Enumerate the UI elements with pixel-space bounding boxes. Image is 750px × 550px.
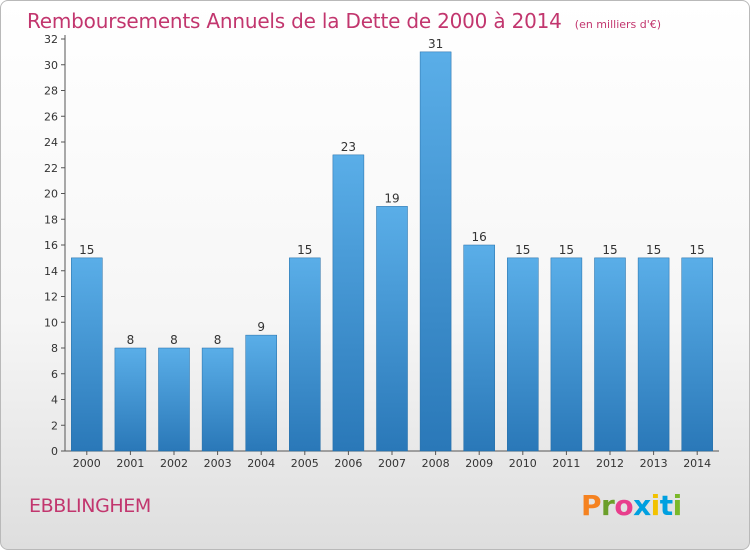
bar-value-label: 15 (602, 243, 617, 257)
x-tick-label: 2008 (422, 457, 450, 470)
bar (507, 257, 539, 452)
bar (245, 334, 277, 452)
bar (463, 244, 495, 452)
x-tick-label: 2012 (596, 457, 624, 470)
y-tick-label: 4 (51, 394, 58, 407)
proxiti-logo: Proxiti (581, 489, 682, 522)
y-tick-label: 2 (51, 419, 58, 432)
bar-value-label: 16 (472, 230, 487, 244)
bar-value-label: 15 (559, 243, 574, 257)
bar-value-label: 9 (257, 320, 265, 334)
bar (419, 51, 452, 452)
x-tick-label: 2001 (116, 457, 144, 470)
x-tick-label: 2010 (509, 457, 537, 470)
chart-title-block: Remboursements Annuels de la Dette de 20… (27, 9, 661, 33)
bar (594, 257, 626, 452)
bar-value-label: 15 (646, 243, 661, 257)
x-tick-label: 2014 (683, 457, 711, 470)
y-tick-label: 24 (44, 136, 58, 149)
x-tick-label: 2002 (160, 457, 188, 470)
bar-value-label: 19 (384, 191, 399, 205)
bar (201, 347, 234, 452)
y-tick-label: 26 (44, 110, 58, 123)
bar-value-label: 15 (79, 243, 94, 257)
x-tick-label: 2004 (247, 457, 275, 470)
bar (114, 347, 147, 452)
bar (637, 257, 670, 452)
location-name: EBBLINGHEM (29, 495, 151, 517)
bar (289, 257, 321, 452)
bar-value-label: 8 (127, 333, 135, 347)
y-tick-label: 28 (44, 85, 58, 98)
y-tick-label: 10 (44, 316, 58, 329)
x-tick-label: 2011 (552, 457, 580, 470)
y-tick-label: 18 (44, 213, 58, 226)
x-tick-label: 2005 (291, 457, 319, 470)
bar (550, 257, 583, 452)
bar-value-label: 15 (297, 243, 312, 257)
y-tick-label: 30 (44, 59, 58, 72)
bar (681, 257, 713, 452)
bar (158, 347, 190, 452)
y-tick-label: 16 (44, 239, 58, 252)
y-tick-label: 32 (44, 33, 58, 46)
y-tick-label: 8 (51, 342, 58, 355)
x-tick-label: 2013 (640, 457, 668, 470)
bar-value-label: 15 (515, 243, 530, 257)
x-tick-label: 2000 (73, 457, 101, 470)
bar-value-label: 8 (170, 333, 178, 347)
chart-unit-note: (en milliers d'€) (574, 18, 662, 31)
bar (71, 257, 103, 452)
y-tick-label: 0 (51, 445, 58, 458)
bar-value-label: 31 (428, 37, 443, 51)
y-tick-label: 22 (44, 162, 58, 175)
bar (332, 154, 365, 452)
y-tick-label: 14 (44, 265, 58, 278)
x-tick-label: 2009 (465, 457, 493, 470)
bar-value-label: 23 (341, 140, 356, 154)
bar (376, 206, 408, 452)
bar-value-label: 15 (690, 243, 705, 257)
x-tick-label: 2007 (378, 457, 406, 470)
x-tick-label: 2003 (204, 457, 232, 470)
y-tick-label: 20 (44, 188, 58, 201)
bar-value-label: 8 (214, 333, 222, 347)
x-tick-label: 2006 (334, 457, 362, 470)
chart-title: Remboursements Annuels de la Dette de 20… (27, 9, 562, 33)
y-tick-label: 12 (44, 291, 58, 304)
y-tick-label: 6 (51, 368, 58, 381)
